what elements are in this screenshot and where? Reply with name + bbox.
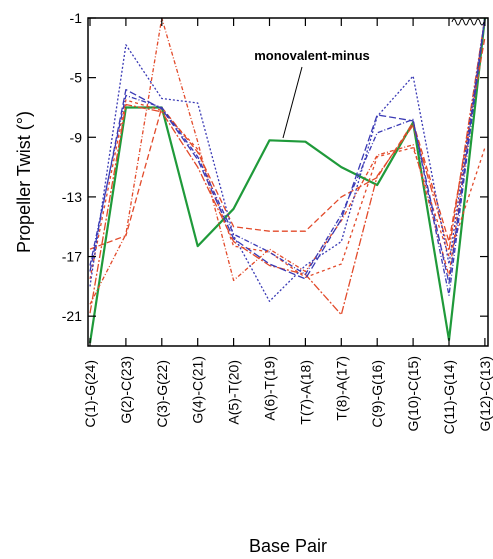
- x-tick-label: A(6)-T(19): [262, 356, 278, 421]
- x-tick-label: T(8)-A(17): [333, 356, 349, 421]
- plot-frame: [87, 17, 489, 347]
- annotation-label: monovalent-minus: [254, 48, 370, 63]
- series-line-3: [89, 37, 486, 250]
- y-tick-label: -9: [70, 129, 83, 145]
- series-line-8: [89, 17, 486, 296]
- series-line-7: [89, 17, 486, 285]
- x-tick-label: A(5)-T(20): [226, 360, 242, 425]
- y-tick-label: -5: [70, 70, 83, 86]
- x-axis-title: Base Pair: [249, 536, 327, 556]
- y-tick-label: -17: [62, 249, 82, 265]
- series-line-1: [88, 17, 486, 344]
- x-tick-label: G(2)-C(23): [118, 356, 134, 424]
- x-tick-label: G(12)-C(13): [477, 356, 493, 431]
- x-axis: C(1)-G(24) G(2)-C(23) C(3)-G(22) G(4)-C(21)…: [82, 18, 493, 434]
- series-line-4: [89, 99, 486, 280]
- x-tick-label: G(10)-C(15): [405, 356, 421, 431]
- x-tick-label: G(4)-C(21): [190, 356, 206, 424]
- break-mark-icon: [451, 18, 485, 26]
- series-line-2: [89, 17, 486, 305]
- x-tick-label: C(11)-G(14): [441, 360, 457, 434]
- y-tick-label: -21: [62, 308, 82, 324]
- y-tick-label: -1: [70, 10, 83, 26]
- x-tick-label: C(3)-G(22): [154, 360, 170, 428]
- y-axis: -1 -5 -9 -13 -17 -21: [62, 10, 488, 324]
- x-tick-label: C(9)-G(16): [369, 360, 385, 428]
- x-tick-label: C(1)-G(24): [82, 360, 98, 428]
- y-tick-label: -13: [62, 189, 82, 205]
- x-tick-label: T(7)-A(18): [297, 360, 313, 425]
- annotation-pointer: [282, 66, 303, 139]
- y-axis-title: Propeller Twist (°): [14, 111, 34, 253]
- series-layer: [88, 17, 486, 344]
